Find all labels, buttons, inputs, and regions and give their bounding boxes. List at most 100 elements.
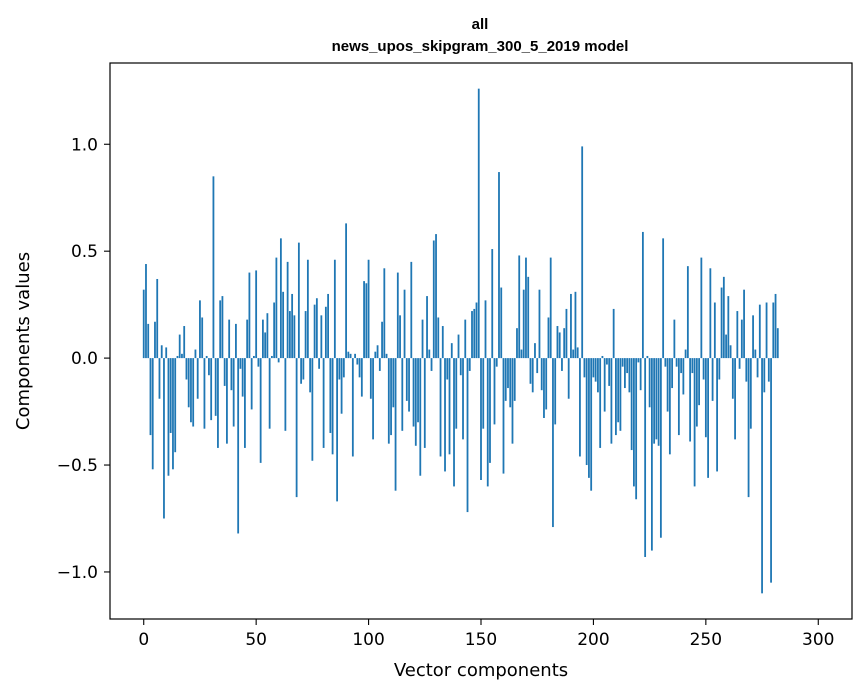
bar-95 <box>356 358 359 365</box>
bar-114 <box>399 315 401 359</box>
bar-78 <box>318 358 321 369</box>
bar-191 <box>572 349 575 359</box>
bar-145 <box>468 358 471 371</box>
x-axis-ticks: 0 50 100 150 200 250 300 <box>138 619 834 650</box>
y-tick-label: 0.0 <box>71 349 98 369</box>
bar-200 <box>592 358 595 378</box>
bar-248 <box>700 257 703 359</box>
bar-15 <box>176 355 179 359</box>
bar-67 <box>293 315 296 359</box>
bar-36 <box>223 358 226 386</box>
bar-27 <box>203 358 206 429</box>
bar-123 <box>419 358 422 476</box>
bar-35 <box>221 296 224 359</box>
bar-182 <box>552 358 554 528</box>
bar-74 <box>309 358 312 393</box>
bar-16 <box>178 334 181 359</box>
bar-277 <box>765 302 768 359</box>
bar-14 <box>174 358 177 453</box>
bar-208 <box>610 358 613 444</box>
bar-276 <box>763 358 766 393</box>
bar-116 <box>403 289 406 359</box>
bar-226 <box>650 358 653 551</box>
bar-101 <box>369 358 372 399</box>
bar-172 <box>529 358 532 384</box>
bar-105 <box>378 358 381 371</box>
bar-25 <box>199 300 201 359</box>
bar-137 <box>450 343 453 359</box>
bar-104 <box>376 345 379 359</box>
bar-245 <box>693 358 696 487</box>
bar-160 <box>502 358 505 474</box>
bar-215 <box>626 358 629 374</box>
bar-217 <box>630 358 633 451</box>
bar-111 <box>392 358 395 408</box>
bar-141 <box>459 358 462 376</box>
bar-120 <box>412 358 415 427</box>
bar-81 <box>324 306 327 359</box>
bar-117 <box>405 358 408 401</box>
y-tick-label: −0.5 <box>57 456 98 476</box>
bar-168 <box>520 349 523 359</box>
bar-206 <box>606 358 608 365</box>
bar-180 <box>547 317 550 359</box>
bar-186 <box>561 358 563 371</box>
x-axis-label: Vector components <box>394 660 568 681</box>
bar-53 <box>262 319 264 359</box>
bar-192 <box>574 291 577 359</box>
bar-266 <box>740 319 743 359</box>
bar-122 <box>417 358 419 423</box>
bar-112 <box>394 358 397 491</box>
bar-57 <box>270 355 273 359</box>
bar-11 <box>167 358 170 476</box>
bar-259 <box>725 334 727 359</box>
bar-198 <box>588 358 590 478</box>
bar-196 <box>583 358 586 378</box>
bar-249 <box>702 358 705 380</box>
bar-269 <box>747 358 750 498</box>
bar-279 <box>770 358 772 583</box>
bar-268 <box>745 358 748 382</box>
bar-140 <box>457 334 460 359</box>
chart-subtitle: news_upos_skipgram_300_5_2019 model <box>332 38 629 55</box>
bar-176 <box>538 289 541 359</box>
bar-221 <box>639 358 642 391</box>
bar-37 <box>226 358 228 444</box>
bar-118 <box>408 358 410 412</box>
bar-33 <box>217 358 219 448</box>
bar-178 <box>543 358 545 418</box>
bar-136 <box>448 358 451 455</box>
bar-181 <box>549 257 552 359</box>
bar-150 <box>480 358 482 480</box>
bar-177 <box>540 358 543 391</box>
bar-96 <box>358 358 361 378</box>
bar-197 <box>585 358 588 466</box>
bar-19 <box>185 358 188 380</box>
bar-156 <box>493 358 496 425</box>
bar-29 <box>208 358 210 376</box>
bar-82 <box>327 293 329 359</box>
bar-26 <box>201 317 204 359</box>
bar-244 <box>691 358 694 374</box>
bar-153 <box>486 358 489 487</box>
bar-42 <box>237 358 240 534</box>
bar-65 <box>288 311 291 359</box>
bar-88 <box>340 358 343 414</box>
bar-134 <box>444 358 446 472</box>
bar-12 <box>169 358 172 433</box>
bar-238 <box>677 358 680 436</box>
bar-218 <box>633 358 635 487</box>
bar-44 <box>241 358 244 397</box>
bar-130 <box>435 234 437 359</box>
bar-121 <box>414 358 417 446</box>
x-tick-label: 50 <box>245 630 267 650</box>
bar-86 <box>336 358 338 502</box>
bar-239 <box>680 358 683 374</box>
bar-159 <box>500 287 503 359</box>
bar-50 <box>255 270 258 359</box>
bar-216 <box>628 358 631 393</box>
bar-203 <box>599 358 602 448</box>
bar-253 <box>711 358 714 401</box>
bar-256 <box>718 358 721 380</box>
